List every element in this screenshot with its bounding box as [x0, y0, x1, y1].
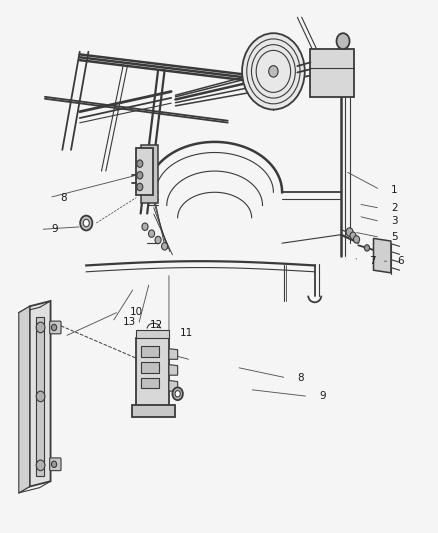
Polygon shape — [30, 301, 50, 487]
Circle shape — [36, 391, 45, 402]
Text: 8: 8 — [60, 192, 67, 203]
Text: 6: 6 — [397, 256, 404, 266]
Circle shape — [364, 245, 370, 251]
Circle shape — [336, 33, 350, 49]
Bar — [36, 317, 44, 476]
Polygon shape — [311, 49, 354, 97]
Circle shape — [175, 391, 180, 397]
Text: 1: 1 — [391, 184, 398, 195]
Circle shape — [346, 228, 353, 236]
Bar — [141, 144, 158, 203]
Circle shape — [268, 66, 278, 77]
Circle shape — [51, 324, 57, 330]
Circle shape — [148, 230, 155, 237]
FancyBboxPatch shape — [49, 321, 61, 334]
Circle shape — [137, 160, 143, 167]
Text: 2: 2 — [391, 203, 398, 213]
Text: 13: 13 — [123, 317, 137, 327]
Circle shape — [173, 387, 183, 400]
Circle shape — [80, 216, 92, 230]
Text: 12: 12 — [149, 320, 162, 330]
Circle shape — [51, 461, 57, 467]
Circle shape — [137, 183, 143, 191]
FancyBboxPatch shape — [49, 458, 61, 471]
Bar — [136, 148, 153, 195]
Circle shape — [155, 236, 161, 244]
Bar — [136, 329, 169, 338]
Polygon shape — [136, 338, 169, 407]
Text: 10: 10 — [130, 306, 143, 317]
Polygon shape — [19, 306, 30, 493]
Polygon shape — [169, 349, 178, 359]
Circle shape — [162, 243, 168, 250]
Text: 11: 11 — [180, 328, 193, 338]
Circle shape — [142, 223, 148, 230]
Circle shape — [137, 172, 143, 179]
Text: 7: 7 — [369, 256, 376, 266]
Bar — [141, 378, 159, 389]
Bar — [132, 405, 176, 417]
Text: 8: 8 — [297, 373, 304, 383]
Circle shape — [36, 322, 45, 333]
Bar — [141, 346, 159, 357]
Bar — [141, 362, 159, 373]
Circle shape — [83, 219, 89, 227]
Polygon shape — [374, 238, 391, 273]
Polygon shape — [169, 365, 178, 375]
Text: 9: 9 — [51, 224, 58, 235]
Circle shape — [242, 33, 305, 110]
Circle shape — [350, 232, 356, 239]
Text: 9: 9 — [319, 391, 326, 401]
Polygon shape — [169, 381, 178, 391]
Text: 3: 3 — [391, 216, 398, 227]
Circle shape — [353, 236, 360, 243]
Circle shape — [36, 460, 45, 471]
Text: 5: 5 — [391, 232, 398, 243]
